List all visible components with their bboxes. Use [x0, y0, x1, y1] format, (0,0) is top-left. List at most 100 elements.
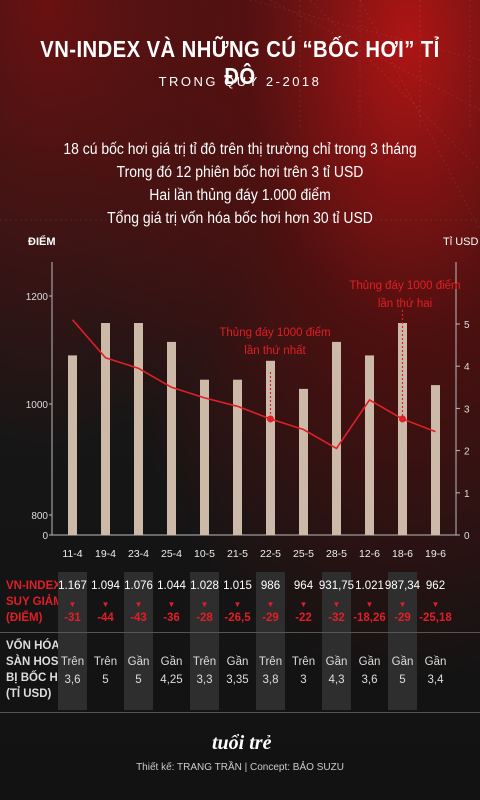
cap-prefix: Gần [226, 656, 249, 668]
x-tick-label: 28-5 [326, 548, 347, 560]
decline-value: -22 [295, 612, 312, 624]
cap-prefix: Trên [192, 656, 217, 668]
cap-prefix: Trên [93, 656, 118, 668]
page-title: VN-INDEX VÀ NHỮNG CÚ “BỐC HƠI” TỈ ĐÔ [40, 36, 440, 89]
cap-value: 5 [135, 674, 142, 686]
bar [68, 355, 77, 535]
index-value: 1.021 [355, 580, 384, 592]
index-value: 986 [260, 580, 281, 592]
bar [431, 385, 440, 535]
index-value: 962 [425, 580, 446, 592]
x-tick-label: 18-6 [392, 548, 413, 560]
column-band [256, 572, 285, 710]
index-value: 1.044 [157, 580, 186, 592]
row-label-line: (ĐIỂM) [6, 612, 43, 624]
decline-arrow-icon: ▼ [101, 600, 110, 609]
bar [101, 323, 110, 535]
bar [398, 323, 407, 535]
cap-value: 3,4 [427, 674, 444, 686]
annotation-point [267, 415, 274, 423]
column-band [190, 572, 219, 710]
cap-value: 5 [399, 674, 406, 686]
row-label-line: VỐN HÓA [6, 640, 60, 652]
cap-prefix: Gần [424, 656, 447, 668]
decline-arrow-icon: ▼ [233, 600, 242, 609]
decline-arrow-icon: ▼ [365, 600, 374, 609]
decline-value: -29 [394, 612, 411, 624]
decline-value: -25,18 [419, 612, 452, 624]
decline-value: -36 [163, 612, 180, 624]
column-band [322, 572, 351, 710]
index-value: 1.167 [58, 580, 87, 592]
cap-prefix: Trên [60, 656, 85, 668]
annotation-label: Thủng đáy 1000 điểm [349, 280, 460, 292]
bar [167, 341, 176, 535]
decline-arrow-icon: ▼ [167, 600, 176, 609]
index-value: 1.076 [124, 580, 153, 592]
index-value: 1.094 [91, 580, 120, 592]
cap-prefix: Gần [160, 656, 183, 668]
y-left-tick-label: 0 [42, 531, 48, 542]
decline-arrow-icon: ▼ [299, 600, 308, 609]
y-left-tick-label: 1200 [26, 292, 49, 303]
x-tick-label: 21-5 [227, 548, 248, 560]
y-right-tick-label: 5 [464, 320, 470, 331]
fact-item: 18 cú bốc hơi giá trị tỉ đô trên thị trư… [63, 141, 417, 158]
bar [299, 388, 308, 535]
row-label-line: BỊ BỐC HƠI [6, 672, 71, 684]
annotation-label: lần thứ nhất [244, 345, 306, 357]
index-value: 931,75 [318, 580, 355, 592]
credit-line: Thiết kế: TRANG TRẦN | Concept: BẢO SUZU [136, 762, 344, 773]
decline-arrow-icon: ▼ [332, 600, 341, 609]
annotation-label: Thủng đáy 1000 điểm [219, 327, 330, 339]
fact-item: Hai lần thủng đáy 1.000 điểm [149, 187, 331, 204]
cap-prefix: Gần [127, 656, 150, 668]
x-tick-label: 10-5 [194, 548, 215, 560]
table-divider [0, 712, 480, 713]
cap-value: 3,3 [196, 674, 213, 686]
cap-prefix: Gần [358, 656, 381, 668]
row-label-cap: VỐN HÓA SÀN HOSE BỊ BỐC HƠI (TỈ USD) [6, 638, 71, 702]
column-band [388, 572, 417, 710]
facts-list: 18 cú bốc hơi giá trị tỉ đô trên thị trư… [24, 138, 456, 230]
annotation-label: lần thứ hai [378, 298, 432, 310]
row-label-line: SÀN HOSE [6, 656, 67, 668]
index-value: 1.015 [223, 580, 252, 592]
y-right-tick-label: 4 [464, 362, 470, 373]
index-value: 1.028 [190, 580, 219, 592]
y-right-tick-label: 1 [464, 489, 470, 500]
annotation-point [399, 415, 406, 423]
row-label-line: VN-INDEX [6, 580, 61, 592]
row-label-line: SUY GIẢM [6, 596, 63, 608]
x-tick-label: 12-6 [359, 548, 380, 560]
cap-prefix: Trên [258, 656, 283, 668]
y-left-axis-title: ĐIỂM [28, 236, 56, 248]
y-left-tick-label: 1000 [26, 400, 49, 411]
fact-item: Tổng giá trị vốn hóa bốc hơi hơn 30 tỉ U… [107, 210, 373, 227]
index-value: 964 [293, 580, 314, 592]
cap-prefix: Gần [391, 656, 414, 668]
row-label-line: (TỈ USD) [6, 688, 52, 700]
cap-value: 4,3 [328, 674, 345, 686]
bar [365, 355, 374, 535]
page-subtitle: TRONG QUÝ 2-2018 [158, 74, 322, 89]
cap-value: 5 [102, 674, 109, 686]
x-tick-label: 11-4 [62, 548, 82, 560]
cap-value: 4,25 [160, 674, 183, 686]
decline-value: -26,5 [224, 612, 251, 624]
decline-value: -28 [196, 612, 213, 624]
cap-value: 3,6 [64, 674, 81, 686]
brand-logo: tuổi trẻ [212, 732, 272, 754]
x-tick-label: 25-4 [161, 548, 182, 560]
decline-value: -18,26 [353, 612, 386, 624]
cap-prefix: Trên [291, 656, 316, 668]
fact-item: Trong đó 12 phiên bốc hơi trên 3 tỉ USD [116, 164, 364, 181]
decline-arrow-icon: ▼ [68, 600, 77, 609]
x-tick-label: 23-4 [128, 548, 149, 560]
cap-value: 3 [300, 674, 307, 686]
row-label-index: VN-INDEX SUY GIẢM (ĐIỂM) [6, 578, 63, 626]
cap-value: 3,6 [361, 674, 378, 686]
bar [233, 379, 242, 535]
decline-value: -29 [262, 612, 279, 624]
